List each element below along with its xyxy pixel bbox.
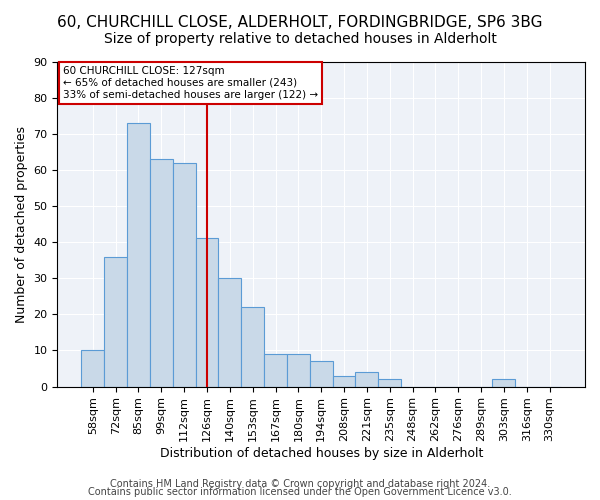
Bar [332, 376, 355, 386]
Text: Contains public sector information licensed under the Open Government Licence v3: Contains public sector information licen… [88, 487, 512, 497]
Bar [264, 354, 287, 386]
Bar [287, 354, 310, 386]
Bar [355, 372, 379, 386]
Text: Contains HM Land Registry data © Crown copyright and database right 2024.: Contains HM Land Registry data © Crown c… [110, 479, 490, 489]
Bar [150, 159, 173, 386]
X-axis label: Distribution of detached houses by size in Alderholt: Distribution of detached houses by size … [160, 447, 483, 460]
Bar [104, 256, 127, 386]
Y-axis label: Number of detached properties: Number of detached properties [15, 126, 28, 322]
Bar [173, 162, 196, 386]
Bar [218, 278, 241, 386]
Bar [241, 307, 264, 386]
Bar [82, 350, 104, 386]
Text: Size of property relative to detached houses in Alderholt: Size of property relative to detached ho… [104, 32, 496, 46]
Bar [379, 380, 401, 386]
Text: 60, CHURCHILL CLOSE, ALDERHOLT, FORDINGBRIDGE, SP6 3BG: 60, CHURCHILL CLOSE, ALDERHOLT, FORDINGB… [57, 15, 543, 30]
Bar [196, 238, 218, 386]
Bar [493, 380, 515, 386]
Text: 60 CHURCHILL CLOSE: 127sqm
← 65% of detached houses are smaller (243)
33% of sem: 60 CHURCHILL CLOSE: 127sqm ← 65% of deta… [62, 66, 318, 100]
Bar [127, 123, 150, 386]
Bar [310, 362, 332, 386]
